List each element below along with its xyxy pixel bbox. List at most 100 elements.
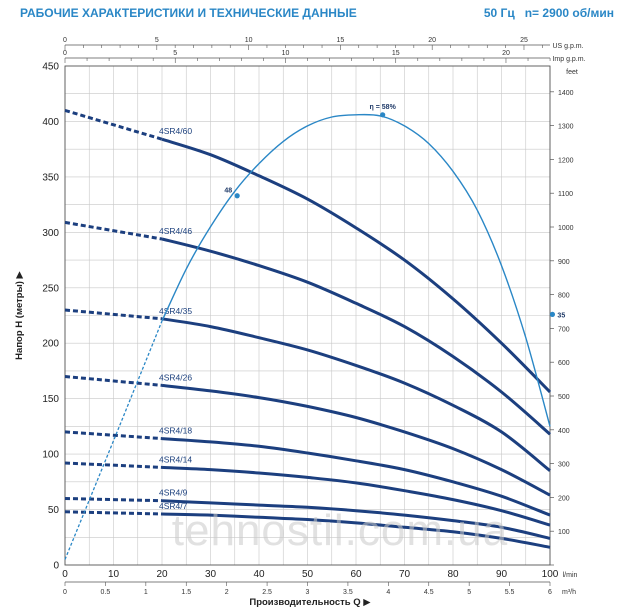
pump-curve <box>161 317 551 472</box>
x-tick-label: 80 <box>447 569 459 580</box>
x-usgpm-tick-label: 25 <box>520 37 528 44</box>
pump-curve <box>161 499 551 540</box>
y-tick-label: 150 <box>42 394 59 405</box>
pump-curve <box>161 437 551 517</box>
y-right-unit-label: feet <box>566 69 578 76</box>
efficiency-marker-label: 48 <box>224 188 232 195</box>
pump-curve-label: 4SR4/35 <box>159 306 192 316</box>
chart-header-title: РАБОЧИЕ ХАРАКТЕРИСТИКИ И ТЕХНИЧЕСКИЕ ДАН… <box>20 6 357 20</box>
x-usgpm-unit-label: US g.p.m. <box>552 43 583 50</box>
x-impgpm-tick-label: 0 <box>63 50 67 57</box>
x-m3h-tick-label: 0 <box>63 589 67 596</box>
x-m3h-tick-label: 6 <box>548 589 552 596</box>
x-impgpm-tick-label: 10 <box>282 50 290 57</box>
x-tick-label: 60 <box>350 569 362 580</box>
y-tick-label: 450 <box>42 62 59 73</box>
plot-frame <box>64 65 551 566</box>
y-right-tick-label: 700 <box>558 326 570 333</box>
x-m3h-tick-label: 5 <box>467 589 471 596</box>
pump-curve-dashed <box>64 308 163 321</box>
x-impgpm-unit-label: Imp g.p.m. <box>552 56 585 63</box>
y-tick-label: 350 <box>42 172 59 183</box>
y-tick-label: 300 <box>42 228 59 239</box>
x-m3h-tick-label: 1 <box>144 589 148 596</box>
efficiency-marker-label: 35 <box>557 312 565 319</box>
y-right-tick-label: 1100 <box>558 191 573 198</box>
efficiency-marker-label: η = 58% <box>370 104 397 111</box>
watermark-text: tehnostil.com.ua <box>172 506 508 555</box>
pump-curve-dashed <box>64 430 163 441</box>
x-unit-label: l/min <box>563 572 578 579</box>
pump-curve-dashed <box>64 497 163 503</box>
speed-label: n= 2900 об/мин <box>524 6 614 20</box>
y-right-tick-label: 1300 <box>558 124 574 131</box>
x-tick-label: 70 <box>399 569 411 580</box>
y-tick-label: 200 <box>42 339 59 350</box>
x-m3h-tick-label: 3 <box>306 589 310 596</box>
pump-curve-label: 4SR4/14 <box>159 454 192 464</box>
pump-curve-label: 4SR4/18 <box>159 426 192 436</box>
x-impgpm-tick-label: 20 <box>502 50 510 57</box>
frequency-label: 50 Гц <box>483 6 515 20</box>
x-tick-label: 30 <box>205 569 217 580</box>
watermark: tehnostil.com.ua <box>172 506 508 555</box>
x-m3h-tick-label: 0.5 <box>101 589 111 596</box>
y-tick-label: 100 <box>42 450 59 461</box>
x-tick-label: 10 <box>108 569 120 580</box>
x-tick-label: 50 <box>302 569 314 580</box>
y-right-tick-label: 300 <box>558 462 570 469</box>
efficiency-marker <box>549 311 556 317</box>
pump-curve-label: 4SR4/26 <box>159 372 192 382</box>
chart-header-speed: 50 Гц n= 2900 об/мин <box>484 6 614 20</box>
pump-curve <box>161 465 551 527</box>
x-impgpm-tick-label: 15 <box>392 50 400 57</box>
pump-curve-label: 4SR4/9 <box>159 488 188 498</box>
pump-curve-label: 4SR4/46 <box>159 226 192 236</box>
efficiency-marker <box>234 193 240 199</box>
x-m3h-tick-label: 1.5 <box>181 589 191 596</box>
y-right-tick-label: 1200 <box>558 157 574 164</box>
y-axis-title: Напор H (метры) ▶ <box>14 270 25 359</box>
pump-curves: 4SR4/60 4SR4/46 4SR4/35 4SR4/26 4SR4/18 4SR4/… <box>64 108 552 549</box>
y-right-tick-label: 600 <box>558 360 570 367</box>
pump-curve-dashed <box>64 461 163 469</box>
y-right-tick-label: 200 <box>558 495 570 502</box>
y-tick-label: 400 <box>42 117 59 128</box>
x-usgpm-tick-label: 10 <box>245 37 253 44</box>
pump-curve-label: 4SR4/60 <box>159 126 192 136</box>
pump-curve-dashed <box>64 108 163 141</box>
pump-curve-label: 4SR4/7 <box>159 501 188 511</box>
x-usgpm-tick-label: 0 <box>63 37 67 44</box>
x-impgpm-tick-label: 5 <box>173 50 177 57</box>
y-tick-label: 0 <box>53 561 59 572</box>
y-right-tick-label: 500 <box>558 394 570 401</box>
y-right-tick-label: 100 <box>558 529 570 536</box>
pump-curve <box>161 237 551 436</box>
plot-border <box>64 65 551 566</box>
y-right-tick-label: 1000 <box>558 225 574 232</box>
efficiency-marker <box>380 112 386 118</box>
efficiency-curve: 48 η = 58% 35 <box>64 104 565 560</box>
x-m3h-unit-label: m³/h <box>562 589 576 596</box>
x-tick-label: 0 <box>62 569 68 580</box>
y-tick-label: 50 <box>48 505 60 516</box>
y-right-tick-label: 800 <box>558 293 570 300</box>
pump-curve <box>161 512 551 549</box>
x-m3h-tick-label: 5.5 <box>505 589 515 596</box>
pump-curve-dashed <box>64 375 163 387</box>
pump-curve <box>161 137 552 394</box>
efficiency-curve-line <box>161 113 551 427</box>
x-tick-label: 90 <box>496 569 508 580</box>
x-m3h-tick-label: 2 <box>225 589 229 596</box>
pump-curve <box>161 383 551 497</box>
x-m3h-tick-label: 4 <box>386 589 390 596</box>
y-tick-label: 250 <box>42 283 59 294</box>
efficiency-curve-dashed <box>64 320 163 560</box>
x-m3h-tick-label: 3.5 <box>343 589 353 596</box>
pump-curve-dashed <box>64 220 163 241</box>
x-axis-title: Производительность Q ▶ <box>249 597 371 608</box>
x-usgpm-tick-label: 15 <box>336 37 344 44</box>
x-usgpm-tick-label: 5 <box>155 37 159 44</box>
